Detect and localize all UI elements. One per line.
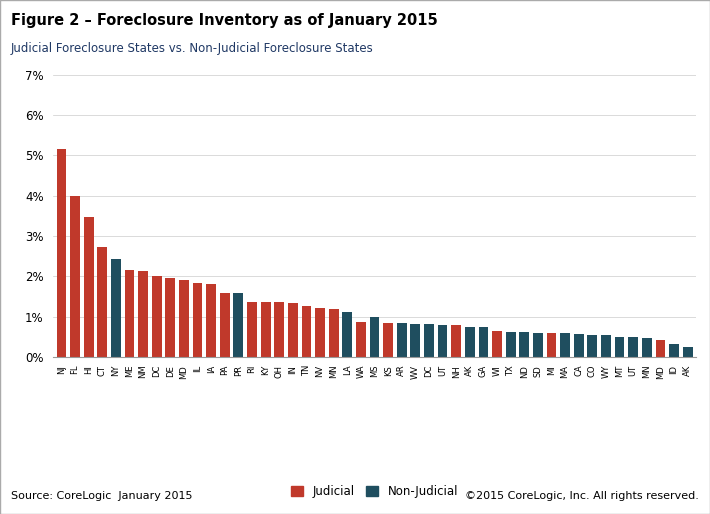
Bar bbox=[506, 332, 515, 357]
Text: Judicial Foreclosure States vs. Non-Judicial Foreclosure States: Judicial Foreclosure States vs. Non-Judi… bbox=[11, 42, 373, 55]
Bar bbox=[669, 344, 679, 357]
Bar bbox=[179, 280, 189, 357]
Bar bbox=[315, 307, 325, 357]
Bar bbox=[452, 325, 461, 357]
Text: Source: CoreLogic  January 2015: Source: CoreLogic January 2015 bbox=[11, 491, 192, 501]
Bar bbox=[437, 325, 447, 357]
Bar bbox=[111, 259, 121, 357]
Bar bbox=[192, 283, 202, 357]
Bar bbox=[383, 323, 393, 357]
Bar bbox=[302, 305, 312, 357]
Bar bbox=[628, 337, 638, 357]
Text: ©2015 CoreLogic, Inc. All rights reserved.: ©2015 CoreLogic, Inc. All rights reserve… bbox=[466, 491, 699, 501]
Bar bbox=[560, 334, 570, 357]
Bar bbox=[601, 336, 611, 357]
Bar bbox=[329, 309, 339, 357]
Bar bbox=[492, 331, 502, 357]
Bar bbox=[247, 302, 257, 357]
Bar bbox=[342, 311, 352, 357]
Bar bbox=[520, 332, 529, 357]
Bar bbox=[533, 333, 542, 357]
Bar bbox=[356, 322, 366, 357]
Bar bbox=[84, 217, 94, 357]
Bar bbox=[683, 347, 692, 357]
Bar bbox=[547, 333, 557, 357]
Bar bbox=[138, 271, 148, 357]
Bar bbox=[370, 317, 379, 357]
Bar bbox=[424, 324, 434, 357]
Bar bbox=[655, 340, 665, 357]
Bar bbox=[152, 276, 162, 357]
Bar bbox=[615, 337, 625, 357]
Bar bbox=[274, 302, 284, 357]
Bar bbox=[465, 326, 475, 357]
Bar bbox=[587, 335, 597, 357]
Bar bbox=[397, 323, 407, 357]
Bar bbox=[410, 324, 420, 357]
Bar bbox=[261, 302, 271, 357]
Bar bbox=[124, 270, 134, 357]
Bar bbox=[70, 196, 80, 357]
Bar bbox=[288, 303, 297, 357]
Bar bbox=[642, 338, 652, 357]
Bar bbox=[97, 247, 107, 357]
Text: Figure 2 – Foreclosure Inventory as of January 2015: Figure 2 – Foreclosure Inventory as of J… bbox=[11, 13, 437, 28]
Bar bbox=[479, 327, 488, 357]
Bar bbox=[574, 334, 584, 357]
Bar bbox=[220, 293, 229, 357]
Bar bbox=[165, 279, 175, 357]
Legend: Judicial, Non-Judicial: Judicial, Non-Judicial bbox=[291, 485, 458, 499]
Bar bbox=[57, 149, 66, 357]
Bar bbox=[207, 284, 216, 357]
Bar bbox=[234, 293, 244, 357]
